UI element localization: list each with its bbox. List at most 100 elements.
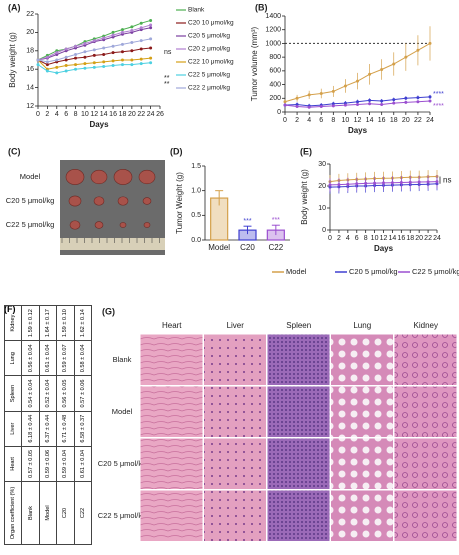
series-line	[37, 47, 151, 66]
x-tick-label: 0	[283, 117, 287, 124]
x-tick-label: 2	[45, 111, 49, 118]
y-axis-label: Tumor volume (mm³)	[250, 26, 259, 101]
series-line	[37, 62, 151, 74]
x-tick-label: 18	[119, 111, 127, 118]
column-label: Lung	[353, 321, 371, 330]
table-cell: 6.71 ± 0.48	[56, 411, 75, 447]
legend-label: C20 5 μmol/kg	[349, 267, 398, 276]
series-line	[37, 19, 151, 61]
organ-table: Organ coefficient (%) Heart Liver Spleen Lun…	[4, 305, 92, 545]
y-tick-label: 0.0	[191, 237, 201, 244]
tumor	[117, 196, 129, 206]
y-tick-label: 1400	[265, 13, 281, 20]
y-tick-label: 0.5	[191, 212, 201, 219]
histology-image	[331, 386, 393, 437]
legend-label: C20 5 μmol/kg	[188, 33, 230, 40]
table-cell: 6.58 ± 0.37	[74, 411, 92, 447]
panel-label: (G)	[102, 306, 115, 316]
histology-image	[267, 386, 330, 437]
legend-label: C22 5 μmol/kg	[412, 267, 459, 276]
histology-image	[140, 334, 203, 385]
tumor	[68, 195, 82, 207]
table-cell: Kidney	[4, 305, 22, 341]
x-tick-label: 16	[397, 235, 405, 242]
x-tick-label: 14	[389, 235, 397, 242]
table-cell: Lung	[4, 340, 22, 376]
photo-row-label: Model	[20, 172, 41, 181]
x-tick-label: C22	[268, 243, 283, 252]
x-tick-label: C20	[240, 243, 255, 252]
x-tick-label: 22	[137, 111, 145, 118]
x-tick-label: 18	[406, 235, 414, 242]
x-tick-label: 6	[355, 235, 359, 242]
x-tick-label: 0	[328, 235, 332, 242]
tumor	[113, 169, 133, 185]
tumor	[65, 169, 85, 185]
histology-image	[204, 334, 266, 385]
x-tick-label: 10	[342, 117, 350, 124]
x-tick-label: 8	[364, 235, 368, 242]
panel-label: (E)	[300, 146, 312, 156]
x-tick-label: 22	[414, 117, 422, 124]
x-tick-label: 24	[147, 111, 155, 118]
table-cell: 0.56 ± 0.05	[56, 375, 75, 412]
annotation: ****	[433, 91, 444, 98]
annotation: ***	[272, 217, 280, 224]
panel-label: (D)	[170, 146, 183, 156]
series-line	[37, 57, 151, 70]
y-tick-label: 800	[269, 54, 281, 61]
x-tick-label: 4	[346, 235, 350, 242]
series-line	[37, 38, 151, 63]
annotation: **	[164, 75, 170, 82]
table-row: Blank 0.57 ± 0.05 6.18 ± 0.44 0.54 ± 0.04 0.…	[21, 305, 40, 545]
table-cell: 0.59 ± 0.06	[39, 446, 57, 482]
series-line	[284, 100, 431, 108]
x-tick-label: 2	[337, 235, 341, 242]
table-cell: Organ coefficient (%)	[4, 481, 22, 545]
x-tick-label: 24	[433, 235, 441, 242]
table-cell: 0.56 ± 0.04	[21, 340, 40, 376]
column-label: Kidney	[414, 321, 438, 330]
table-cell: 0.59 ± 0.04	[56, 446, 75, 482]
x-tick-label: 20	[415, 235, 423, 242]
histology-image	[394, 490, 457, 541]
x-tick-label: 12	[90, 111, 98, 118]
y-tick-label: 1.0	[191, 188, 201, 195]
x-tick-label: 24	[426, 117, 434, 124]
table-cell: C20	[56, 481, 75, 545]
histology-image	[267, 490, 330, 541]
y-axis-label: Body weight (g)	[300, 169, 309, 225]
x-tick-label: 0	[36, 111, 40, 118]
table-cell: 0.61 ± 0.04	[74, 446, 92, 482]
x-tick-label: 20	[128, 111, 136, 118]
y-tick-label: 12	[26, 103, 34, 110]
table-cell: 0.61 ± 0.04	[39, 340, 57, 376]
table-cell: 1.59 ± 0.12	[21, 305, 40, 341]
x-tick-label: 22	[424, 235, 432, 242]
annotation: ***	[243, 218, 251, 225]
x-tick-label: 14	[100, 111, 108, 118]
table-row: C20 0.59 ± 0.04 6.71 ± 0.48 0.56 ± 0.05 0.59…	[56, 305, 75, 545]
legend-label: C22 2 μmol/kg	[188, 85, 230, 92]
histology-image	[394, 386, 457, 437]
x-tick-label: 16	[109, 111, 117, 118]
table-cell: 0.54 ± 0.04	[21, 375, 40, 412]
y-tick-label: 600	[269, 68, 281, 75]
x-tick-label: 12	[354, 117, 362, 124]
tumor	[93, 196, 105, 206]
table-cell: 0.57 ± 0.06	[74, 375, 92, 412]
y-tick-label: 1.5	[191, 163, 201, 170]
series-line	[284, 42, 431, 103]
legend-label: C20 2 μmol/kg	[188, 46, 230, 53]
histology-image	[204, 490, 266, 541]
table-cell: 0.58 ± 0.04	[74, 340, 92, 376]
annotation: ns	[164, 49, 172, 56]
histology-image	[267, 438, 330, 489]
x-tick-label: 20	[402, 117, 410, 124]
table-cell: Liver	[4, 411, 22, 447]
x-tick-label: 10	[81, 111, 89, 118]
x-tick-label: 6	[64, 111, 68, 118]
table-row: Organ coefficient (%) Heart Liver Spleen Lun…	[4, 305, 22, 545]
histology-image	[204, 438, 266, 489]
